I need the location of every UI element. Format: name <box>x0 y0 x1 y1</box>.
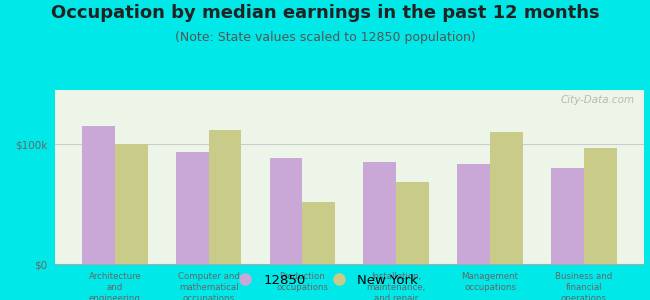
Text: Occupation by median earnings in the past 12 months: Occupation by median earnings in the pas… <box>51 4 599 22</box>
Legend: 12850, New York: 12850, New York <box>227 268 423 292</box>
Bar <box>584 148 617 264</box>
Bar <box>82 126 115 264</box>
Bar <box>363 162 396 264</box>
Bar <box>457 164 490 264</box>
Text: (Note: State values scaled to 12850 population): (Note: State values scaled to 12850 popu… <box>175 32 475 44</box>
Bar <box>551 168 584 264</box>
Text: City-Data.com: City-Data.com <box>560 95 634 105</box>
Bar <box>115 144 148 264</box>
Bar <box>209 130 242 264</box>
Bar <box>396 182 429 264</box>
Bar <box>490 132 523 264</box>
Bar <box>302 202 335 264</box>
Bar <box>270 158 302 264</box>
Bar <box>176 152 209 264</box>
